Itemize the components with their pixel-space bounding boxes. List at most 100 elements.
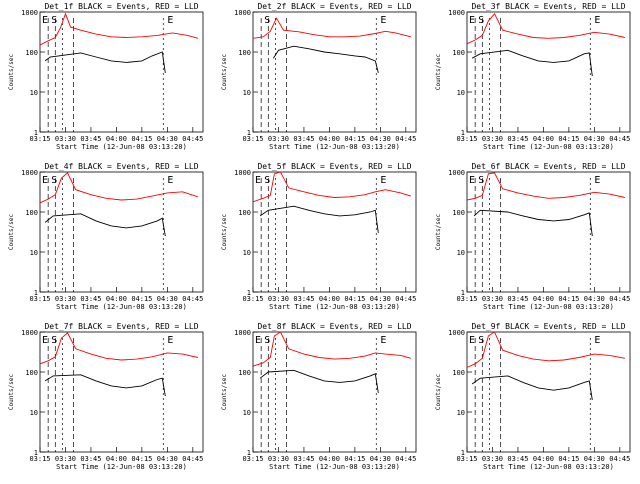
events-series-line	[471, 375, 593, 401]
x-tick-label: 04:45	[609, 135, 630, 143]
y-tick-label: 100	[25, 369, 38, 377]
lld-series-line	[252, 171, 412, 203]
x-tick-label: 03:15	[29, 455, 50, 463]
lld-series-line	[39, 12, 199, 46]
x-tick-label: 03:15	[242, 455, 263, 463]
y-tick-label: 10	[457, 409, 465, 417]
x-axis-label: Start Time (12-Jun-08 03:13:20)	[483, 463, 614, 471]
panel-9: Det_9f BLACK = Events, RED = LLD 1 10 100 10…	[435, 322, 631, 471]
x-tick-label: 04:45	[609, 455, 630, 463]
y-axis-label: Counts/sec	[8, 374, 15, 411]
y-tick-label: 10	[30, 89, 38, 97]
lld-series-line	[466, 331, 625, 368]
lld-series-line	[466, 12, 625, 45]
y-tick-label: 10	[243, 89, 251, 97]
y-tick-label: 100	[238, 369, 251, 377]
x-tick-label: 03:45	[507, 295, 528, 303]
y-tick-label: 1	[247, 129, 251, 137]
x-tick-label: 03:30	[55, 295, 76, 303]
x-tick-label: 04:15	[344, 135, 365, 143]
events-series-line	[44, 374, 166, 397]
x-tick-label: 04:00	[106, 455, 127, 463]
x-tick-label: 03:30	[482, 455, 503, 463]
y-tick-label: 1	[34, 129, 38, 137]
plot-frame	[466, 171, 631, 293]
y-tick-label: 100	[452, 49, 465, 57]
events-series-line	[473, 209, 593, 237]
y-tick-label: 1000	[21, 329, 38, 337]
panel-title: Det_1f BLACK = Events, RED = LLD	[44, 2, 198, 11]
y-tick-label: 1	[461, 289, 465, 297]
panel-title: Det_3f BLACK = Events, RED = LLD	[471, 2, 625, 11]
lld-series-line	[39, 332, 198, 365]
x-tick-label: 04:00	[319, 295, 340, 303]
x-tick-label: 04:15	[558, 455, 579, 463]
y-tick-label: 1	[34, 289, 38, 297]
x-tick-label: 03:15	[456, 135, 477, 143]
y-tick-label: 1000	[234, 9, 251, 17]
x-tick-label: 03:45	[507, 455, 528, 463]
panel-7: Det_7f BLACK = Events, RED = LLD 1 10 100 10…	[8, 322, 204, 471]
x-tick-label: 04:15	[131, 455, 152, 463]
y-tick-label: 100	[452, 209, 465, 217]
panel-title: Det_7f BLACK = Events, RED = LLD	[44, 322, 198, 331]
panel-5: Det_5f BLACK = Events, RED = LLD 1 10 100 10…	[221, 162, 417, 311]
x-tick-label: 03:45	[80, 295, 101, 303]
marker-letter: S	[264, 335, 270, 346]
panel-3: Det_3f BLACK = Events, RED = LLD 1 10 100 10…	[435, 2, 631, 151]
x-axis-label: Start Time (12-Jun-08 03:13:20)	[269, 143, 400, 151]
x-tick-label: 04:00	[319, 455, 340, 463]
marker-letter: E	[255, 175, 261, 186]
marker-letter: E	[42, 15, 48, 26]
events-series-line	[44, 213, 166, 237]
x-axis-label: Start Time (12-Jun-08 03:13:20)	[56, 143, 187, 151]
x-tick-label: 03:15	[29, 135, 50, 143]
x-tick-label: 03:15	[242, 295, 263, 303]
y-axis-label: Counts/sec	[8, 214, 15, 251]
x-tick-label: 03:15	[456, 295, 477, 303]
panel-6: Det_6f BLACK = Events, RED = LLD 1 10 100 10…	[435, 162, 631, 311]
x-tick-label: 03:30	[482, 295, 503, 303]
x-tick-label: 03:45	[80, 135, 101, 143]
events-series-line	[471, 49, 593, 77]
marker-letter: S	[51, 15, 57, 26]
x-tick-label: 04:00	[106, 295, 127, 303]
events-series-line	[44, 51, 166, 73]
y-axis-label: Counts/sec	[221, 374, 228, 411]
x-tick-label: 04:45	[182, 455, 203, 463]
lld-series-line	[39, 172, 199, 204]
y-tick-label: 100	[238, 209, 251, 217]
events-series-line	[259, 369, 379, 393]
panel-1: Det_1f BLACK = Events, RED = LLD 1 10 100 10…	[8, 2, 204, 151]
x-axis-label: Start Time (12-Jun-08 03:13:20)	[483, 303, 614, 311]
marker-letter: E	[380, 175, 386, 186]
y-axis-label: Counts/sec	[435, 54, 442, 91]
plot-frame	[39, 331, 204, 453]
y-tick-label: 1000	[234, 329, 251, 337]
marker-letter: S	[51, 335, 57, 346]
marker-letter: E	[380, 15, 386, 26]
y-tick-label: 10	[243, 409, 251, 417]
panel-title: Det_8f BLACK = Events, RED = LLD	[257, 322, 411, 331]
x-tick-label: 04:30	[584, 455, 605, 463]
marker-letter: E	[594, 175, 600, 186]
x-tick-label: 04:45	[182, 135, 203, 143]
x-tick-label: 04:30	[157, 455, 178, 463]
y-tick-label: 1000	[21, 9, 38, 17]
x-tick-label: 04:45	[395, 455, 416, 463]
marker-letter: E	[469, 175, 475, 186]
x-tick-label: 04:15	[344, 295, 365, 303]
y-axis-label: Counts/sec	[435, 214, 442, 251]
plot-frame	[39, 11, 204, 133]
marker-letter: S	[264, 175, 270, 186]
x-tick-label: 04:30	[157, 135, 178, 143]
y-tick-label: 10	[457, 89, 465, 97]
plot-frame	[252, 11, 417, 133]
marker-letter: E	[167, 335, 173, 346]
marker-letter: S	[478, 335, 484, 346]
marker-letter: E	[42, 335, 48, 346]
marker-letter: E	[594, 335, 600, 346]
y-tick-label: 1	[461, 129, 465, 137]
x-tick-label: 03:45	[293, 295, 314, 303]
